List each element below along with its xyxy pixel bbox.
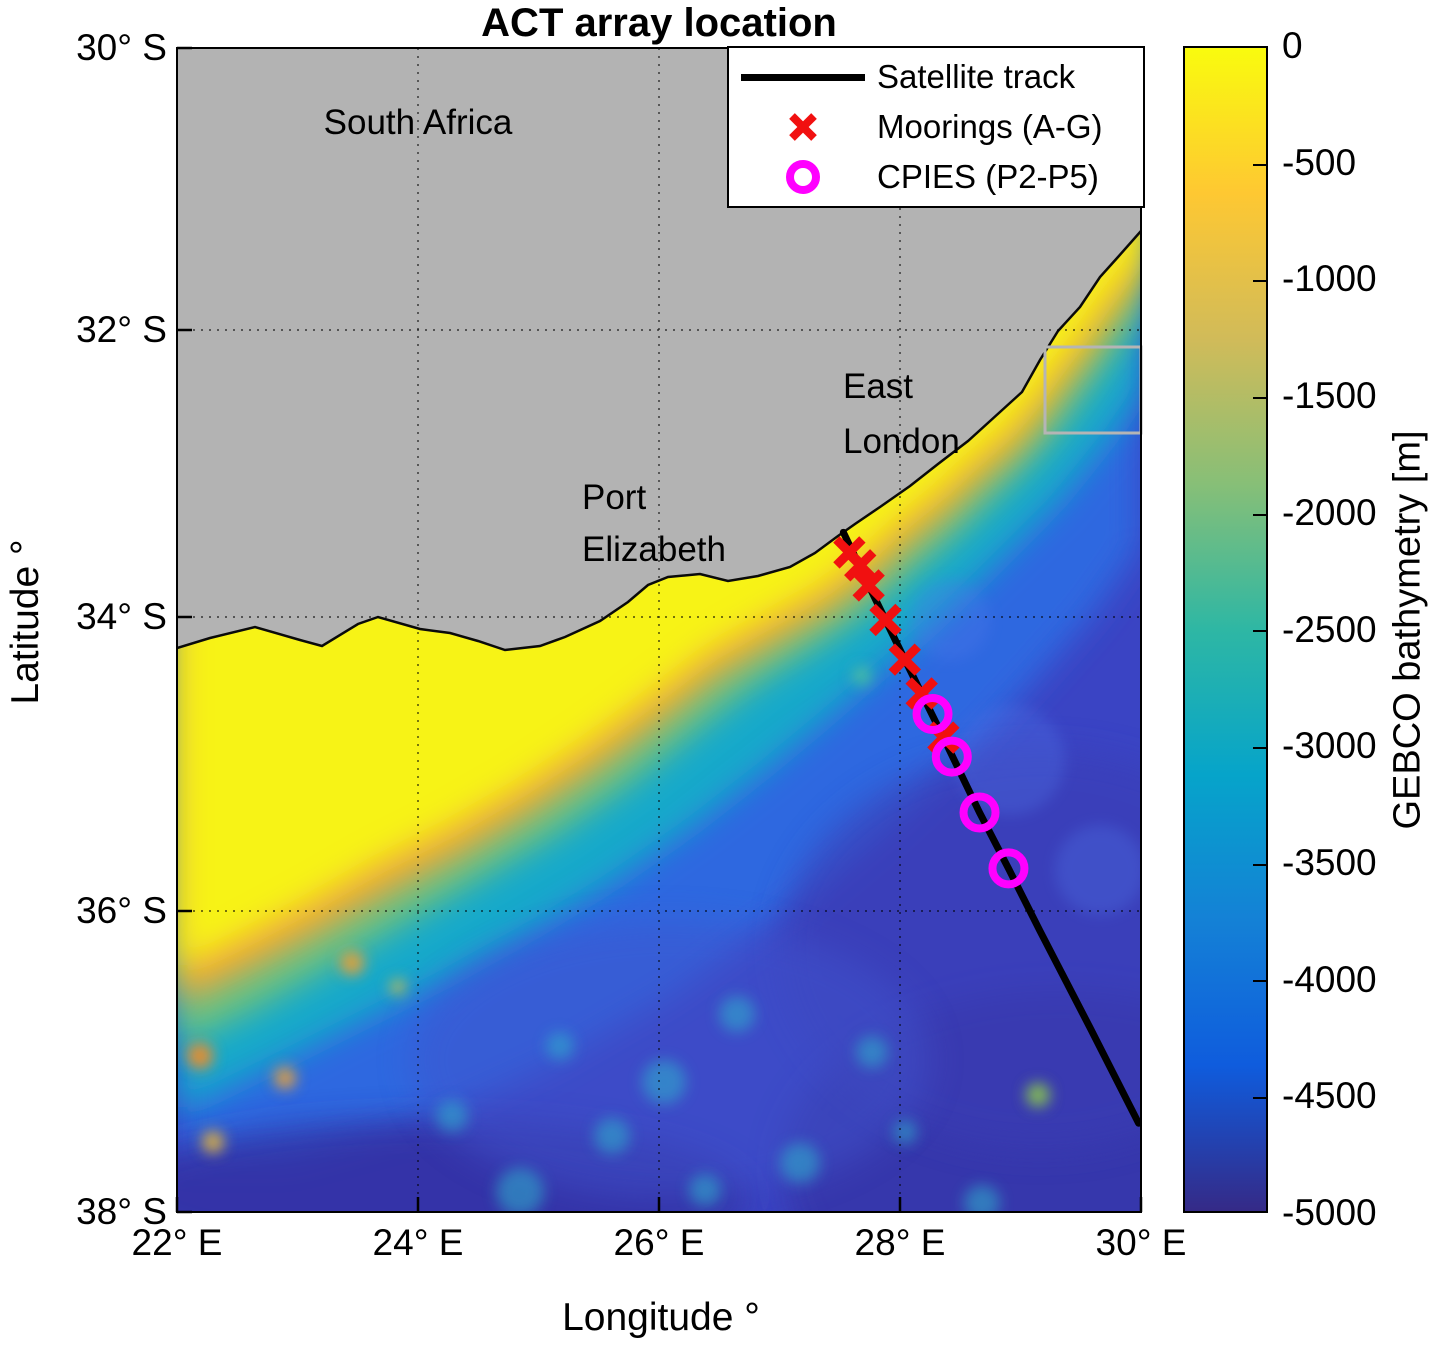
satellite-track-line-icon xyxy=(729,73,877,81)
gridlines xyxy=(177,48,1141,1212)
colorbar-title: GEBCO bathymetry [m] xyxy=(1386,430,1429,830)
legend-label: Moorings (A-G) xyxy=(877,108,1103,145)
cpies-markers xyxy=(912,694,1029,889)
cb-label-1000: -1000 xyxy=(1282,258,1377,299)
label-port-elizabeth-line1: Port xyxy=(582,478,647,517)
legend-item-satellite-track: Satellite track xyxy=(729,52,1143,102)
colorbar-tick xyxy=(1253,747,1266,749)
x-axis-label: Longitude ° xyxy=(562,1296,760,1339)
label-south-africa: South Africa xyxy=(323,103,513,142)
y-tick-34s: 34° S xyxy=(76,596,167,637)
legend-item-moorings: Moorings (A-G) xyxy=(729,102,1143,152)
y-axis-label: Latitude ° xyxy=(4,539,47,705)
label-east-london-line2: London xyxy=(843,422,960,461)
x-tick-26e: 26° E xyxy=(613,1222,705,1263)
colorbar-tick xyxy=(1253,864,1266,866)
cb-label-1500: -1500 xyxy=(1282,375,1377,416)
axis-tick-marks xyxy=(175,46,1143,1214)
teal-spots xyxy=(436,996,1000,1212)
colorbar xyxy=(1183,46,1268,1213)
y-tick-30s: 30° S xyxy=(76,27,167,68)
colorbar-tick xyxy=(1253,980,1266,982)
cb-label-3000: -3000 xyxy=(1282,725,1377,766)
legend-label: Satellite track xyxy=(877,58,1076,95)
cb-label-4500: -4500 xyxy=(1282,1075,1377,1116)
legend: Satellite track Moorings (A-G) CPIES (P2… xyxy=(727,46,1145,208)
colorbar-tick xyxy=(1253,1097,1266,1099)
legend-label: CPIES (P2-P5) xyxy=(877,158,1099,195)
cb-label-5000: -5000 xyxy=(1282,1192,1377,1233)
x-tick-30e: 30° E xyxy=(1095,1222,1187,1263)
cb-label-3500: -3500 xyxy=(1282,842,1377,883)
y-tick-36s: 36° S xyxy=(76,890,167,931)
legend-line-glyph xyxy=(741,73,865,81)
cb-label-0: 0 xyxy=(1282,25,1303,66)
shallow-spots xyxy=(187,667,1050,1153)
label-east-london-line1: East xyxy=(843,367,914,406)
y-tick-38s: 38° S xyxy=(76,1191,167,1232)
x-tick-28e: 28° E xyxy=(854,1222,946,1263)
legend-item-cpies: CPIES (P2-P5) xyxy=(729,152,1143,202)
x-tick-24e: 24° E xyxy=(372,1222,464,1263)
moorings-markers xyxy=(833,536,960,754)
colorbar-tick xyxy=(1253,514,1266,516)
colorbar-tick xyxy=(1253,397,1266,399)
colorbar-tick xyxy=(1253,280,1266,282)
colorbar-tick xyxy=(1253,164,1266,166)
cb-label-4000: -4000 xyxy=(1282,959,1377,1000)
x-tick-22e: 22° E xyxy=(131,1222,223,1263)
cb-label-2500: -2500 xyxy=(1282,609,1377,650)
y-tick-32s: 32° S xyxy=(76,309,167,350)
colorbar-tick xyxy=(1253,630,1266,632)
coastline xyxy=(177,230,1141,652)
cb-label-500: -500 xyxy=(1282,142,1357,183)
moorings-x-glyph xyxy=(729,109,877,145)
cpies-circle-glyph xyxy=(729,157,877,197)
chart-title: ACT array location xyxy=(481,1,837,45)
label-port-elizabeth-line2: Elizabeth xyxy=(582,530,726,569)
cb-label-2000: -2000 xyxy=(1282,492,1377,533)
